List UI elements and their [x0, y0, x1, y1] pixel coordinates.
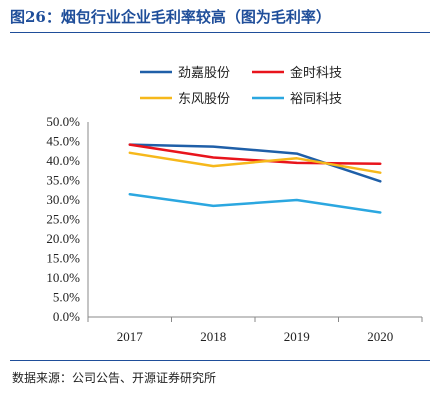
y-tick-label: 50.0%	[46, 114, 80, 129]
legend-label: 裕同科技	[290, 92, 342, 107]
legend-label: 劲嘉股份	[178, 66, 230, 81]
legend-label: 东风股份	[178, 92, 230, 107]
x-tick-label: 2018	[200, 329, 226, 344]
x-tick-labels: 2017 2018 2019 2020	[117, 329, 394, 344]
data-source-note: 数据来源：公司公告、开源证券研究所	[12, 371, 217, 385]
title-underline	[10, 32, 430, 33]
x-tick-label: 2019	[284, 329, 310, 344]
series-line-2	[128, 143, 382, 165]
y-tick-label: 45.0%	[46, 134, 80, 149]
series-line-4	[128, 192, 382, 214]
figure-title: 图26：烟包行业企业毛利率较高（图为毛利率）	[10, 8, 331, 26]
y-tick-label: 30.0%	[46, 192, 80, 207]
y-tick-label: 0.0%	[53, 309, 80, 324]
footer-rule	[10, 360, 430, 361]
y-tick-label: 5.0%	[53, 290, 80, 305]
x-tick-label: 2017	[117, 329, 144, 344]
legend-label: 金时科技	[290, 65, 342, 81]
chart-axes	[87, 122, 423, 322]
y-tick-label: 20.0%	[46, 231, 80, 246]
y-tick-label: 40.0%	[46, 153, 80, 168]
series-lines	[128, 143, 382, 214]
y-tick-label: 25.0%	[46, 212, 80, 227]
y-tick-label: 10.0%	[46, 270, 80, 285]
y-tick-label: 15.0%	[46, 251, 80, 266]
series-line-1	[128, 143, 382, 183]
y-tick-labels: 0.0% 5.0% 10.0% 15.0% 20.0% 25.0% 30.0% 35.0% 40…	[46, 114, 80, 324]
x-tick-label: 2020	[367, 329, 393, 344]
series-line-3	[128, 151, 382, 174]
y-tick-label: 35.0%	[46, 173, 80, 188]
